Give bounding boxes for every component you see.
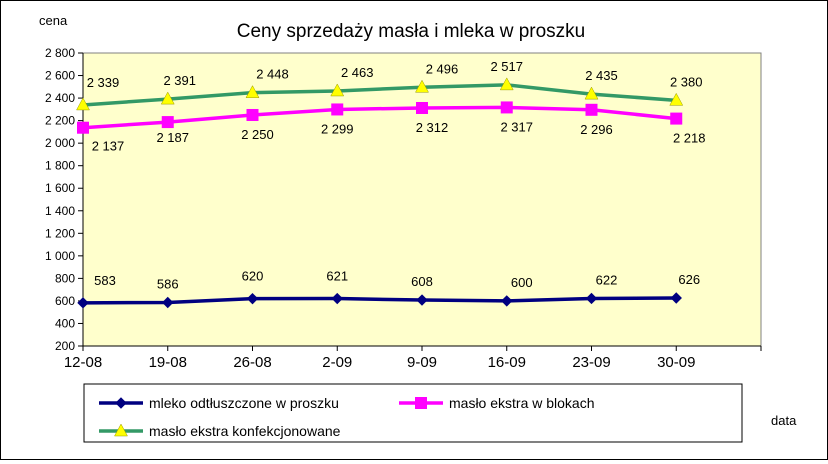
- data-point: [160, 91, 175, 105]
- y-tick-label: 2 800: [45, 46, 75, 60]
- data-point: [77, 121, 89, 134]
- data-point: [670, 112, 683, 125]
- y-tick-label: 2 000: [45, 136, 75, 150]
- legend-marker: [115, 397, 127, 409]
- data-label: 2 296: [580, 122, 613, 137]
- data-label: 2 339: [87, 75, 120, 90]
- data-point: [161, 116, 174, 129]
- data-label: 621: [326, 269, 348, 284]
- data-point: [585, 103, 598, 116]
- x-tick-label: 2-09: [322, 354, 352, 371]
- y-tick-label: 1 600: [45, 181, 75, 195]
- data-point: [584, 86, 599, 100]
- data-label: 2 463: [341, 65, 374, 80]
- data-point: [331, 103, 344, 116]
- data-point: [77, 297, 89, 309]
- data-label: 583: [94, 273, 116, 288]
- data-point: [670, 292, 682, 304]
- data-label: 2 380: [670, 74, 703, 89]
- data-label: 2 435: [585, 68, 618, 83]
- data-label: 586: [157, 277, 179, 292]
- legend-box: [83, 383, 743, 443]
- data-label: 622: [596, 272, 618, 287]
- y-tick-label: 1 400: [45, 204, 75, 218]
- data-point: [162, 296, 174, 309]
- data-point: [669, 92, 684, 106]
- x-tick-label: 23-09: [572, 354, 610, 371]
- data-label: 2 517: [490, 59, 523, 74]
- data-point: [585, 292, 598, 305]
- x-tick-label: 12-08: [64, 354, 102, 371]
- data-point: [246, 108, 259, 121]
- data-label: 2 317: [500, 119, 533, 134]
- y-tick-label: 1 200: [45, 226, 75, 240]
- legend-entry: masło ekstra w blokach: [449, 395, 595, 411]
- x-axis-label: data: [771, 413, 797, 428]
- x-tick-label: 9-09: [407, 354, 437, 371]
- data-point: [76, 97, 90, 111]
- y-tick-label: 600: [55, 294, 75, 308]
- data-label: 2 312: [416, 120, 449, 135]
- data-point: [499, 77, 514, 91]
- x-tick-label: 26-08: [233, 354, 271, 371]
- x-tick-label: 30-09: [657, 354, 695, 371]
- y-tick-label: 800: [55, 271, 75, 285]
- y-tick-label: 400: [55, 316, 75, 330]
- data-point: [501, 295, 513, 307]
- y-axis-label: cena: [39, 13, 68, 28]
- data-point: [415, 79, 429, 93]
- data-label: 2 496: [426, 61, 459, 76]
- y-tick-label: 2 400: [45, 91, 75, 105]
- series-line: [81, 83, 678, 107]
- legend-entry: masło ekstra konfekcjonowane: [149, 423, 341, 439]
- data-point: [330, 83, 345, 97]
- y-tick-label: 1 000: [45, 249, 75, 263]
- data-label: 2 250: [241, 127, 274, 142]
- data-label: 608: [411, 274, 433, 289]
- data-label: 2 137: [92, 139, 125, 154]
- data-point: [500, 101, 513, 114]
- x-tick-label: 19-08: [149, 354, 187, 371]
- y-tick-label: 200: [55, 339, 75, 353]
- data-label: 626: [678, 272, 700, 287]
- legend-marker: [114, 423, 128, 437]
- data-point: [245, 85, 260, 98]
- data-label: 2 299: [321, 121, 354, 136]
- x-tick-label: 16-09: [488, 354, 526, 371]
- data-label: 2 391: [163, 73, 196, 88]
- data-label: 600: [511, 275, 533, 290]
- data-label: 620: [242, 269, 264, 284]
- data-point: [416, 101, 428, 114]
- data-label: 2 448: [256, 67, 289, 82]
- data-point: [246, 292, 259, 305]
- series-line: [81, 296, 678, 305]
- series-line: [81, 105, 678, 130]
- data-label: 2 218: [673, 131, 706, 146]
- data-label: 2 187: [156, 130, 189, 145]
- data-point: [331, 292, 343, 305]
- y-tick-label: 1 800: [45, 159, 75, 173]
- chart-title: Ceny sprzedaży masła i mleka w proszku: [237, 21, 585, 42]
- legend-entry: mleko odtłuszczone w proszku: [149, 395, 339, 411]
- data-point: [416, 294, 428, 306]
- y-tick-label: 2 600: [45, 69, 75, 83]
- legend-marker: [415, 397, 427, 409]
- y-tick-label: 2 200: [45, 114, 75, 128]
